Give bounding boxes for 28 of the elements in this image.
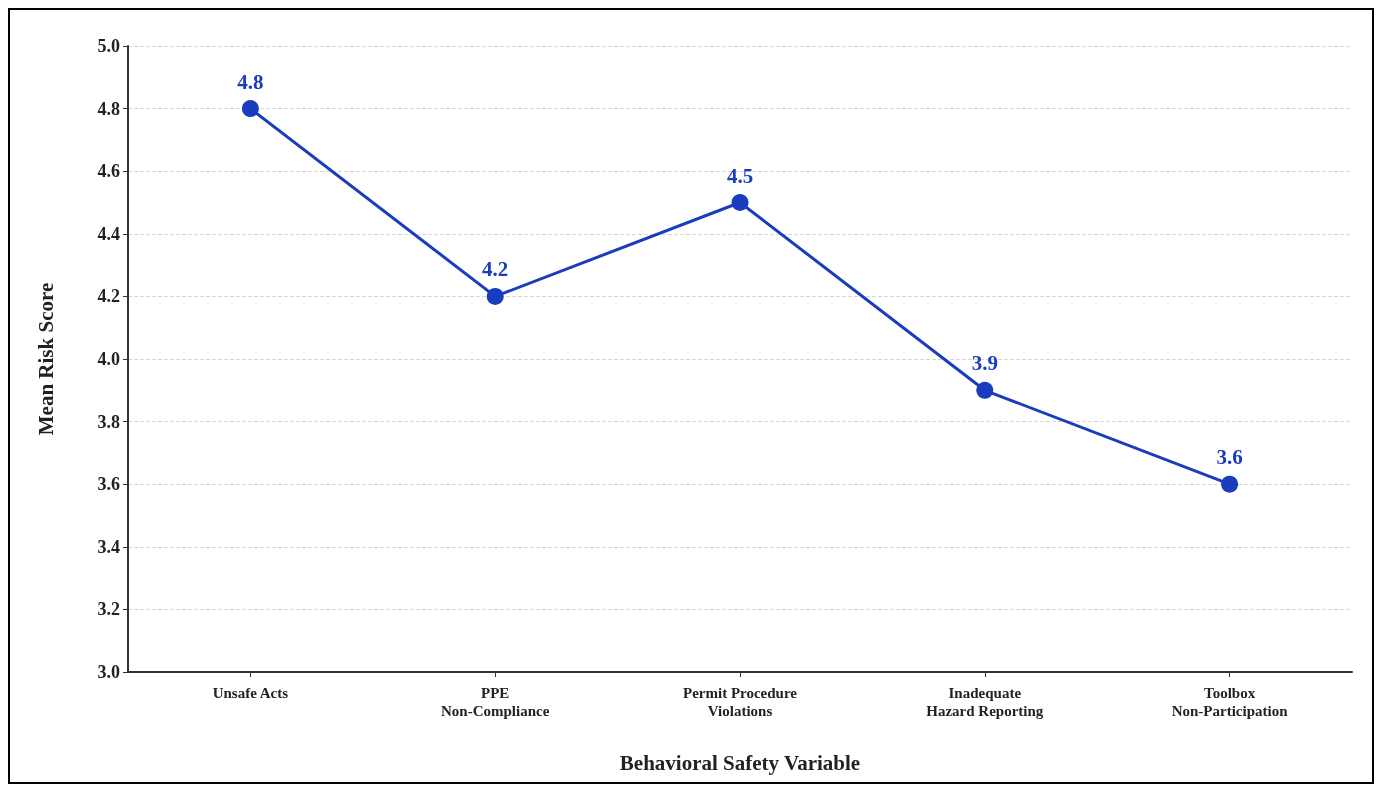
x-tick-label: Unsafe Acts (212, 685, 289, 701)
x-tick-label: Inadequate Hazard Reporting (926, 685, 1044, 719)
x-tick-label: PPE Non-Compliance (441, 685, 550, 719)
y-tick-label: 4.6 (97, 161, 120, 182)
point (486, 287, 504, 305)
data-label: 4.8 (237, 69, 264, 94)
y-axis-title: Mean Risk Score (33, 282, 58, 436)
y-tick-label: 3.8 (97, 411, 120, 432)
y-tick-label: 3.4 (97, 536, 120, 557)
data-label: 3.9 (971, 351, 998, 376)
y-tick-label: 3.2 (97, 599, 120, 620)
y-tick-label: 3.0 (97, 662, 120, 682)
x-tick-label: Permit Procedure Violations (683, 685, 798, 719)
data-label: 4.5 (726, 163, 754, 188)
y-tick-label: 4.2 (97, 286, 120, 307)
y-tick-label: 4.4 (97, 223, 120, 244)
point (731, 194, 749, 211)
x-axis-title: Behavioral Safety Variable (619, 750, 861, 775)
data-label: 4.2 (482, 257, 509, 282)
point (1221, 475, 1239, 493)
point (976, 381, 994, 399)
data-label: 3.6 (1216, 445, 1243, 470)
y-tick-label: 4.8 (97, 98, 120, 119)
x-tick-label: Toolbox Non-Participation (1171, 685, 1289, 719)
y-tick-label: 5.0 (97, 36, 120, 56)
y-tick-label: 4.0 (97, 349, 120, 369)
point (241, 100, 259, 118)
y-tick-label: 3.6 (97, 474, 120, 495)
